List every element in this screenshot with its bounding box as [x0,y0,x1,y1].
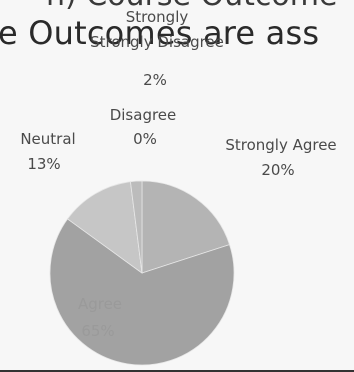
label-strongly-agree: Strongly Agree [225,136,336,154]
value-strongly-disagree: 2% [143,71,167,89]
chart-title-partial: e Outcomes are ass [0,14,320,52]
pie-slice-strongly-agree [141,180,231,274]
label-strongly-disagree: Strongly Disagree [90,33,224,51]
value-neutral: 13% [27,155,60,173]
label-disagree: Disagree [110,106,177,124]
pie-slice-agree [49,218,235,366]
bottom-border [0,370,354,372]
pie-slice-neutral [67,181,143,274]
label-strongly-disagree-line1: Strongly [126,8,189,26]
value-strongly-agree: 20% [261,161,294,179]
value-agree: 65% [81,322,114,340]
chart-title-partial-top: n) Course Outcome [46,0,354,13]
label-neutral: Neutral [20,130,75,148]
label-agree: Agree [78,295,122,313]
pie-slice-strongly-disagree [130,180,143,274]
value-disagree: 0% [133,130,157,148]
